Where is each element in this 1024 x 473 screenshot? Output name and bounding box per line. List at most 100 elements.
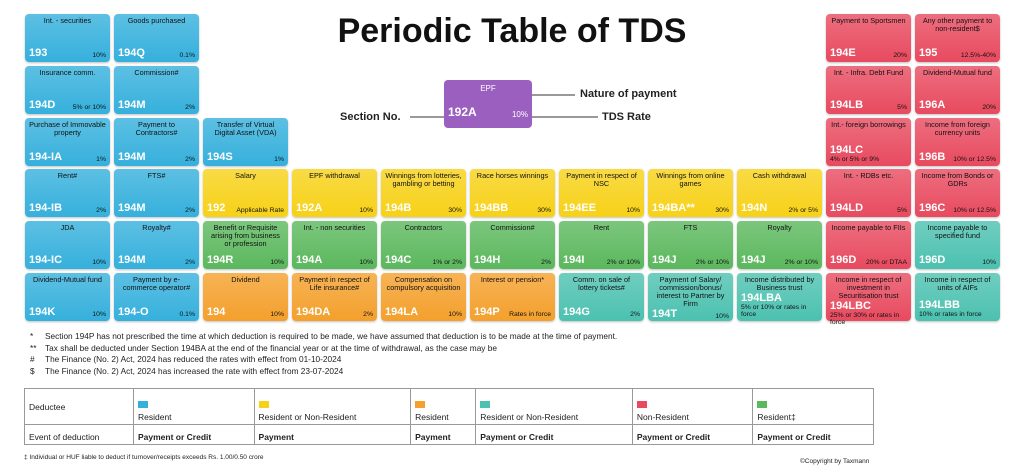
section-no: 194DA [296,306,331,318]
event: Payment [410,424,477,445]
section-no: 192A [296,202,323,215]
swatch [415,401,426,408]
section-no: 194BA** [652,202,695,215]
deductee: Resident [415,412,449,422]
payment-nature: Int. - securities [43,16,92,25]
tds-rate: 20% [982,103,996,111]
tds-cell: Compensation on compulsory acquisition 19… [381,273,466,321]
key-rate: 10% [511,110,528,119]
event: Payment or Credit [752,424,874,445]
payment-nature: Rent# [57,171,78,181]
payment-nature: Income payable to specified fund [927,223,988,241]
cell-bottom: 194LC 4% or 5% or 9% [830,144,907,163]
section-no: 194T [652,308,678,320]
tds-rate: Applicable Rate [236,207,284,215]
footnote-symbol: # [30,354,35,364]
tds-rate: 1% or 2% [432,259,462,267]
tds-cell: Winnings from online games 194BA** 30% [648,169,733,218]
tds-rate: 10% [92,52,106,59]
payment-nature: Income payable to FIIs [831,223,906,233]
section-no: 194LC [830,143,864,156]
cell-bottom: 194A 10% [296,254,373,266]
tds-rate: 2% [541,259,551,267]
section-no: 194LBB [919,299,960,311]
payment-nature: Rent [593,223,610,233]
tds-cell: Income from Bonds or GDRs 196C 10% or 12.5… [915,169,1000,218]
payment-nature: Payment by e-commerce operator# [122,275,191,292]
tds-rate: 10% [92,259,106,267]
legend-cell: Resident or Non-Resident [475,388,633,425]
deductee-row: Deductee Resident Resident or Non-Resident… [24,388,874,425]
section-no: 194E [830,47,856,59]
tds-cell: Payment in respect of NSC 194EE 10% [559,169,644,218]
tds-cell: Transfer of Virtual Digital Asset (VDA) 1… [203,117,288,166]
tds-rate: 0.1% [179,311,196,318]
tds-cell: Payment to Sportsmen 194E 20% [826,14,911,62]
deductee: Resident [138,412,172,422]
payment-nature: Dividend-Mutual fund [33,275,102,284]
tds-rate: 2% [630,311,640,318]
section-no: 194J [741,254,766,267]
section-no: 196C [919,202,946,215]
key-cell: EPF 192A 10% [444,80,532,128]
tds-cell: Int. - RDBs etc. 194LD 5% [826,169,911,218]
tds-cell: Insurance comm. 194D 5% or 10% [25,65,110,114]
cell-bottom: 196D 20% or DTAA [830,254,907,266]
section-no: 194-IA [29,150,63,163]
tds-cell: Payment by e-commerce operator# 194-O 0.1% [114,273,199,321]
cell-bottom: 194LB 5% [830,99,907,111]
tds-cell: Royalty# 194M 2% [114,221,199,270]
tds-rate: 10% [448,311,462,318]
deductee: Resident or Non-Resident [480,412,579,422]
tds-rate: 2% or 10% [784,259,818,267]
cell-bottom: 194LA 10% [385,306,462,318]
tds-rate: 1% [274,155,284,163]
cell-bottom: 194S 1% [207,151,284,163]
cell-bottom: 194C 1% or 2% [385,254,462,266]
swatch [480,401,491,408]
tds-cell: Rent# 194-IB 2% [25,169,110,218]
tds-cell: Benefit or Requisite arising from busine… [203,221,288,270]
payment-nature: Goods purchased [127,16,186,25]
section-no: 194M [118,98,146,111]
tds-rate: 10% [92,311,106,318]
payment-nature: Transfer of Virtual Digital Asset (VDA) [214,119,277,137]
tds-rate: 10% [270,259,284,267]
tds-cell: Income in respect of investment in Secur… [826,273,911,326]
section-label: Section No. [340,111,401,123]
section-no: 194A [296,254,323,267]
payment-nature: FTS [683,223,698,233]
cell-bottom: 194 10% [207,306,284,318]
event: Payment or Credit [475,424,633,445]
legend-cell: Non-Resident [631,388,754,425]
cell-bottom: 194D 5% or 10% [29,99,106,111]
cell-bottom: 194LBA 5% or 10% or rates in force [741,292,818,318]
payment-nature: Int.- foreign borrowings [831,119,906,129]
payment-nature: Race horses winnings [476,171,549,181]
cell-bottom: 194M 2% [118,151,195,163]
legend-cell: Resident or Non-Resident [253,388,412,425]
cell-bottom: 192 Applicable Rate [207,202,284,214]
tds-rate: 2% [185,155,195,163]
payment-nature: Winnings from online games [656,171,725,189]
section-no: 196B [919,150,946,163]
section-no: 196D [830,254,857,267]
section-no: 194LBA [741,292,782,304]
section-no: 195 [919,47,938,59]
section-no: 196A [919,98,946,111]
payment-nature: Salary [235,171,256,181]
event: Payment [253,424,412,445]
section-no: 194C [385,254,412,267]
tds-cell: Income from foreign currency units 196B 10… [915,117,1000,166]
section-no: 194EE [563,202,597,215]
tds-rate: 10% [359,259,373,267]
payment-nature: Income in respect of investment in Secur… [835,275,902,300]
payment-nature: Dividend-Mutual fund [923,67,992,77]
section-no: 194R [207,254,234,267]
cell-bottom: 194M 2% [118,202,195,214]
swatch [138,401,148,408]
tds-rate: 10% or 12.5% [953,155,996,163]
tds-cell: Payment of Salary/ commission/bonus/ int… [648,273,733,321]
tds-cell: Payment to Contractors# 194M 2% [114,117,199,166]
cell-bottom: 194BB 30% [474,202,551,214]
